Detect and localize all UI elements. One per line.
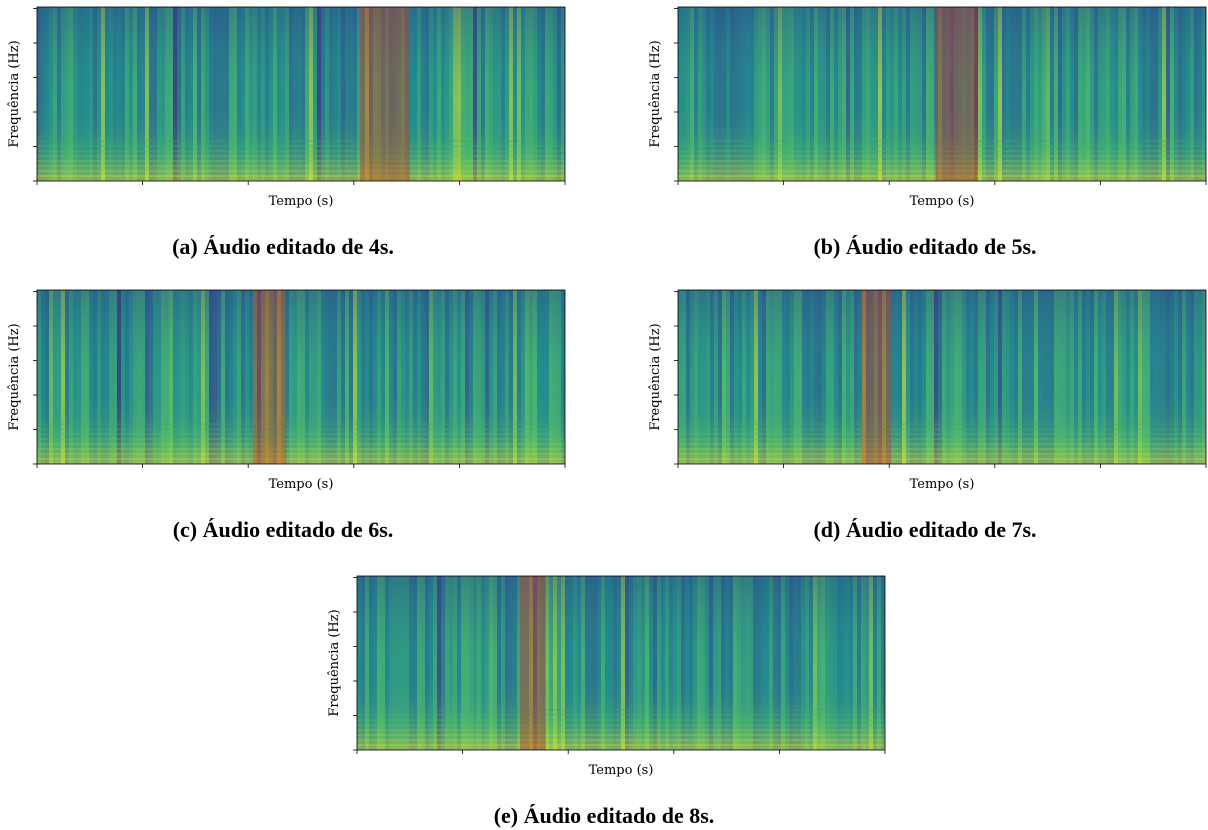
y-axis-label: Frequência (Hz) xyxy=(648,40,663,147)
figure-caption: (b) Áudio editado de 5s. xyxy=(813,234,1036,259)
spectrogram-panel: Frequência (Hz) Tempo (s) (d) Áudio editad… xyxy=(648,289,1207,542)
x-axis-label: Tempo (s) xyxy=(910,194,975,209)
figure-caption: (a) Áudio editado de 4s. xyxy=(172,234,394,259)
axes-frame xyxy=(36,6,566,182)
spectrogram-panel: Frequência (Hz) Tempo (s) (a) Áudio editad… xyxy=(7,6,566,259)
spectrogram-shade xyxy=(37,7,565,181)
axes-frame xyxy=(677,289,1207,465)
spectrogram-shade xyxy=(678,290,1206,464)
spectrogram-shade xyxy=(357,576,885,750)
spectrogram-shade xyxy=(37,290,565,464)
spectrogram-panel: Frequência (Hz) Tempo (s) (e) Áudio editad… xyxy=(327,575,886,828)
axes-frame xyxy=(677,6,1207,182)
x-axis-label: Tempo (s) xyxy=(910,477,975,492)
y-axis-label: Frequência (Hz) xyxy=(648,323,663,430)
x-axis-label: Tempo (s) xyxy=(589,763,654,778)
figure-caption: (d) Áudio editado de 7s. xyxy=(813,517,1036,542)
edited-region xyxy=(360,7,410,181)
figure-caption: (e) Áudio editado de 8s. xyxy=(494,803,715,828)
edited-region xyxy=(936,7,977,181)
x-axis-label: Tempo (s) xyxy=(269,194,334,209)
axes-frame xyxy=(36,289,566,465)
spectrogram-shade xyxy=(678,7,1206,181)
x-axis-label: Tempo (s) xyxy=(269,477,334,492)
edited-region xyxy=(253,290,286,464)
y-axis-label: Frequência (Hz) xyxy=(327,609,342,716)
y-axis-label: Frequência (Hz) xyxy=(7,40,22,147)
axes-frame xyxy=(356,575,886,751)
y-axis-label: Frequência (Hz) xyxy=(7,323,22,430)
figure-caption: (c) Áudio editado de 6s. xyxy=(173,517,394,542)
edited-region xyxy=(520,576,546,750)
edited-region xyxy=(862,290,891,464)
spectrogram-panel: Frequência (Hz) Tempo (s) (c) Áudio editad… xyxy=(7,289,566,542)
spectrogram-panel: Frequência (Hz) Tempo (s) (b) Áudio editad… xyxy=(648,6,1207,259)
